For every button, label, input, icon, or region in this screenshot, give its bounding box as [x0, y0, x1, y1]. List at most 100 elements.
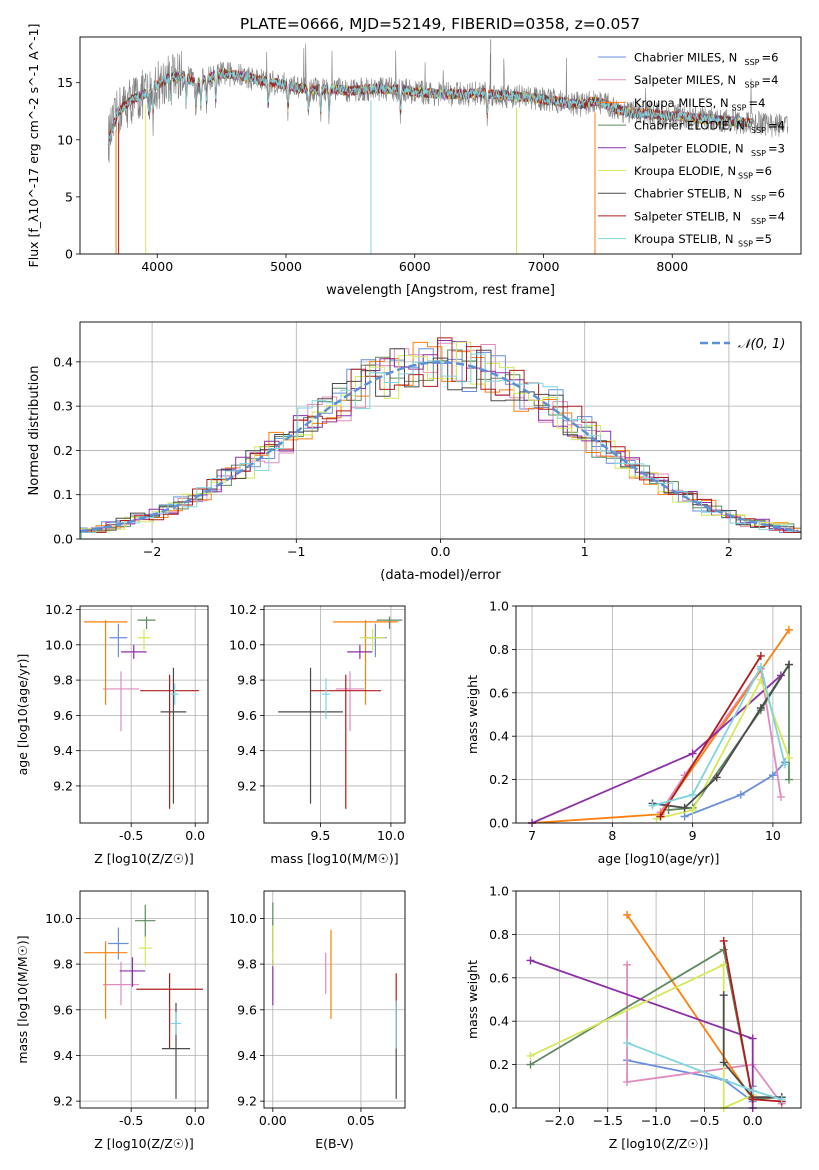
histogram-5 [80, 341, 801, 539]
weight-line-1 [626, 964, 783, 1105]
histogram-1 [80, 342, 801, 539]
weight-line-4 [530, 959, 754, 1108]
axes-mass-vs-Z: -0.5 0.0 9.2 9.4 9.6 9.8 10.0 Z [log10(Z/Z☉)] ma… [15, 891, 208, 1151]
y-tick-label: 10.2 [45, 602, 73, 617]
plot-frame [515, 890, 802, 1109]
y-tick-label: 0.8 [489, 642, 509, 657]
y-axis-label: mass weight [465, 675, 480, 754]
axes-mass-vs-EBV: 0.00 0.05 9.2 9.4 9.6 9.8 10.0 E(B-V) [229, 891, 405, 1151]
x-tick-label: 10.0 [377, 828, 405, 843]
legend-subscript: SSP [738, 172, 753, 181]
weight-marker-6 [680, 803, 689, 812]
figure-title: PLATE=0666, MJD=52149, FIBERID=0358, z=0… [240, 15, 640, 33]
x-tick-label: 1 [581, 544, 589, 559]
x-tick-label: 4000 [141, 259, 173, 274]
legend-subscript: SSP [745, 81, 760, 90]
weight-marker-4 [748, 1034, 757, 1043]
y-tick-label: 10 [57, 132, 73, 147]
weight-line-5 [656, 677, 790, 820]
x-tick-label: 9.5 [310, 828, 330, 843]
weight-marker-2 [784, 625, 793, 634]
legend-value: =4 [762, 73, 779, 87]
x-tick-label: −2 [143, 544, 161, 559]
y-tick-label: 9.8 [53, 673, 73, 688]
weight-line-2 [626, 914, 754, 1100]
weight-marker-8 [780, 760, 789, 769]
y-tick-label: 9.6 [237, 708, 257, 723]
legend-value: =6 [768, 187, 785, 201]
legend-subscript: SSP [751, 194, 766, 203]
legend-label: Kroupa STELIB, N [634, 232, 734, 246]
x-axis-label: (data-model)/error [380, 568, 501, 583]
weight-marker-2 [623, 910, 632, 919]
y-tick-label: 10.0 [229, 637, 257, 652]
weight-marker-4 [526, 956, 535, 965]
legend-value: =6 [755, 164, 772, 178]
x-tick-label: 0.0 [431, 544, 451, 559]
y-tick-label: 0 [65, 247, 73, 262]
x-axis-label: Z [log10(Z/Z☉)] [94, 1136, 194, 1151]
x-tick-label: 8 [608, 828, 616, 843]
weight-marker-1 [623, 1077, 632, 1086]
weight-line-5 [530, 963, 754, 1108]
y-tick-label: 10.0 [45, 911, 73, 926]
plot-frame [79, 890, 209, 1109]
weight-marker-5 [526, 1051, 535, 1060]
plot-frame [79, 36, 802, 255]
legend-subscript: SSP [738, 240, 753, 249]
y-tick-label: 1.0 [489, 599, 509, 614]
legend-label: Chabrier MILES, N [634, 51, 737, 65]
x-tick-label: 6000 [399, 259, 431, 274]
y-tick-label: 10.0 [45, 637, 73, 652]
legend-value: =4 [768, 209, 785, 223]
weight-line-6 [722, 995, 782, 1099]
plot-frame [263, 890, 406, 1109]
y-tick-label: 9.2 [237, 1094, 257, 1109]
y-tick-label: 0.0 [53, 532, 73, 547]
y-axis-label: Flux [f_λ10^-17 erg cm^-2 s^-1 A^-1] [26, 24, 41, 268]
plot-frame [263, 605, 406, 824]
weight-marker-8 [748, 1086, 757, 1095]
y-tick-label: 0.4 [489, 729, 509, 744]
weight-marker-7 [748, 1095, 757, 1104]
legend-label: Chabrier STELIB, N [634, 187, 742, 201]
legend-label: Salpeter ELODIE, N [634, 141, 744, 155]
x-tick-label: −0.5 [689, 1113, 719, 1128]
y-tick-label: 10.0 [229, 911, 257, 926]
histogram-8 [80, 353, 801, 539]
legend-subscript: SSP [745, 58, 760, 67]
weight-marker-6 [756, 703, 765, 712]
y-axis-label: Normed distribution [27, 366, 42, 496]
weight-marker-3 [664, 805, 673, 814]
y-tick-label: 0.8 [489, 927, 509, 942]
weight-marker-7 [719, 936, 728, 945]
histogram-7 [80, 337, 801, 539]
weight-marker-5 [719, 960, 728, 969]
y-tick-label: 9.4 [237, 743, 257, 758]
y-tick-label: 0.1 [53, 487, 73, 502]
legend-value: =4 [749, 96, 766, 110]
x-axis-label: Z [log10(Z/Z☉)] [609, 1136, 709, 1151]
weight-marker-0 [736, 790, 745, 799]
weight-marker-4 [688, 749, 697, 758]
y-tick-label: 9.8 [53, 957, 73, 972]
plot-frame [515, 605, 802, 824]
legend-label: Salpeter STELIB, N [634, 209, 741, 223]
legend-value: =5 [755, 232, 772, 246]
y-tick-label: 9.8 [237, 673, 257, 688]
legend-subscript: SSP [732, 103, 747, 112]
legend-label: Kroupa MILES, N [634, 96, 729, 110]
weight-marker-3 [526, 1060, 535, 1069]
y-tick-label: 0.0 [489, 1101, 509, 1116]
weight-marker-8 [756, 662, 765, 671]
y-tick-label: 9.6 [237, 1002, 257, 1017]
y-axis-label: mass weight [465, 960, 480, 1039]
axes-weight-vs-Z: −2.0 −1.5 −1.0 −0.5 0.0 0.0 0.2 0.4 0.6 0.8 1.0 Z [… [465, 884, 801, 1151]
x-tick-label: 0.00 [259, 1113, 287, 1128]
x-tick-label: -0.5 [119, 828, 143, 843]
weight-marker-0 [680, 812, 689, 821]
legend-label: Chabrier ELODIE, N [634, 119, 745, 133]
x-tick-label: −2.0 [544, 1113, 574, 1128]
legend-subscript: SSP [751, 217, 766, 226]
